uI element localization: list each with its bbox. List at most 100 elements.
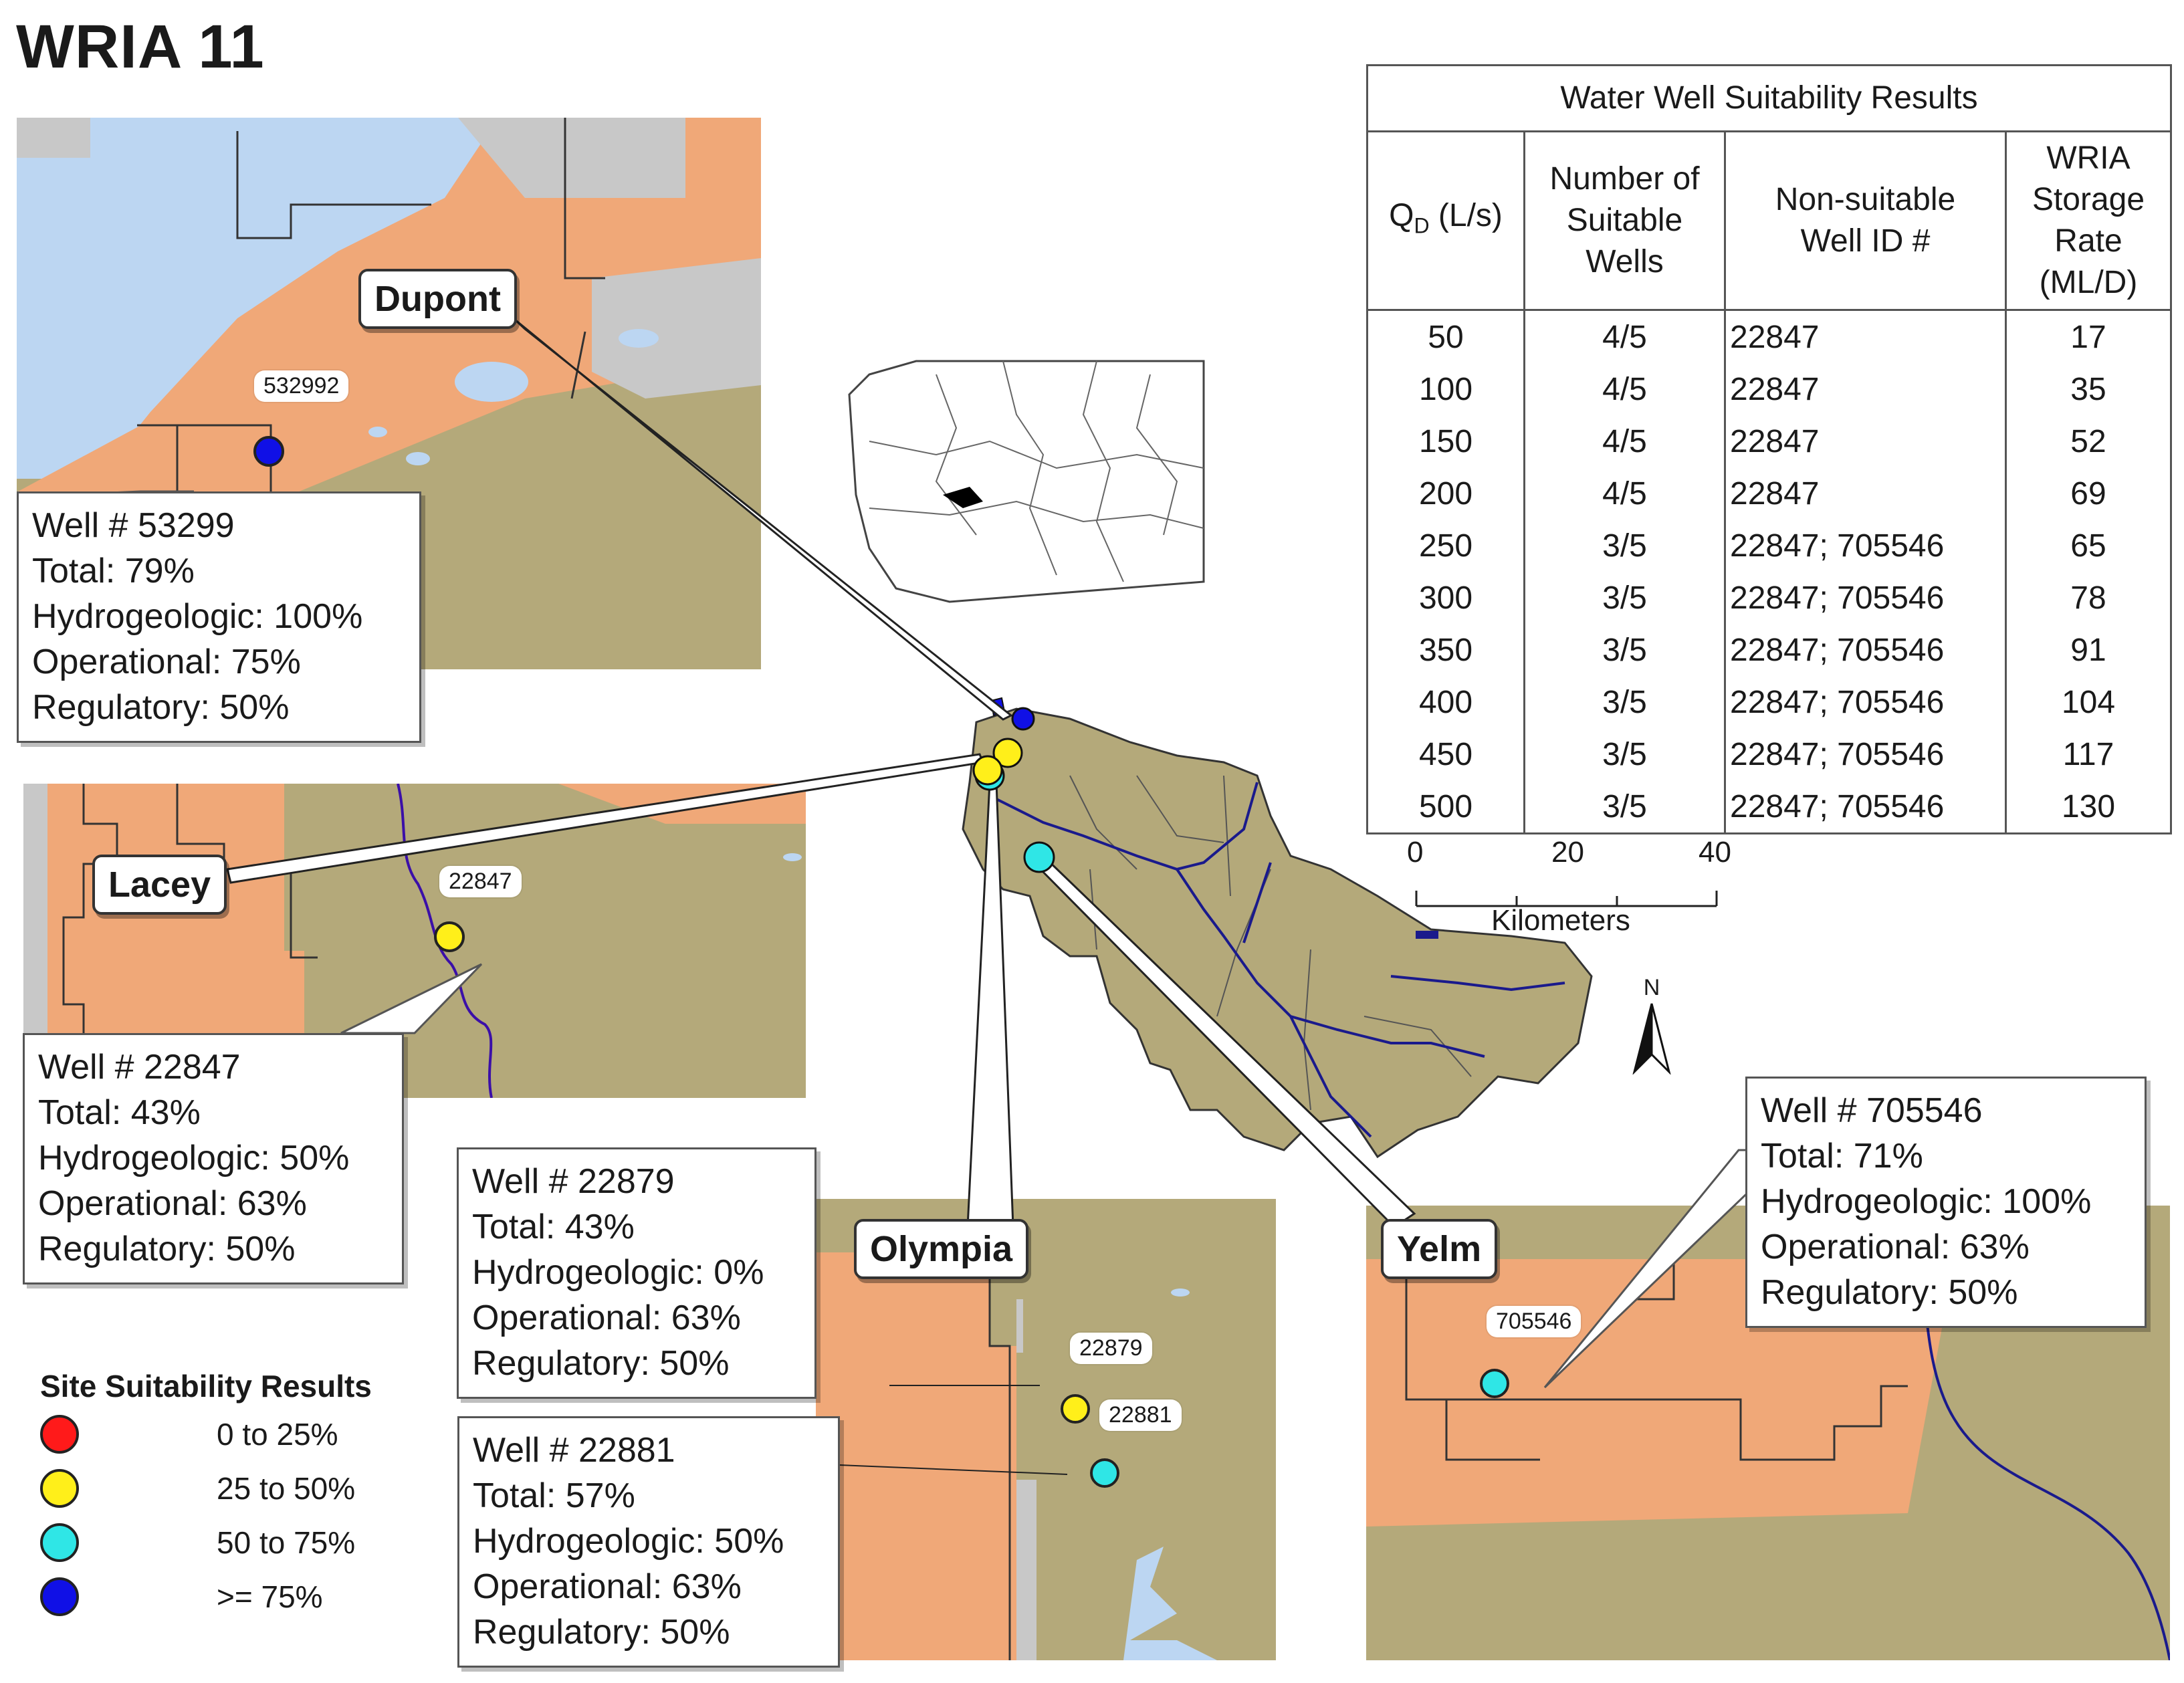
info-total: Total: 57% — [473, 1476, 635, 1515]
cell-suitable: 4/5 — [1523, 415, 1726, 467]
info-regulatory: Regulatory: 50% — [38, 1230, 296, 1268]
info-well-id: Well # 22879 — [472, 1162, 675, 1201]
suitability-results-table: Water Well Suitability Results QD (L/s) … — [1366, 64, 2172, 834]
cell-ids: 22847; 705546 — [1724, 676, 2007, 728]
cell-qd: 500 — [1366, 780, 1525, 834]
info-regulatory: Regulatory: 50% — [473, 1613, 730, 1652]
well-dot-532992[interactable] — [253, 436, 284, 467]
well-dot-22847[interactable] — [434, 921, 465, 952]
legend-dot-icon — [40, 1469, 79, 1508]
info-regulatory: Regulatory: 50% — [472, 1344, 730, 1383]
header-storage-rate: WRIA Storage Rate (ML/D) — [2005, 130, 2172, 311]
cell-ids: 22847; 705546 — [1724, 624, 2007, 676]
city-label-dupont[interactable]: Dupont — [358, 269, 517, 329]
table-row: 200 4/5 22847 69 — [1366, 467, 2172, 520]
cell-ids: 22847; 705546 — [1724, 780, 2007, 834]
cell-qd: 200 — [1366, 467, 1525, 520]
table-row: 500 3/5 22847; 705546 130 — [1366, 780, 2172, 834]
info-operational: Operational: 63% — [473, 1567, 742, 1606]
well-tag-532992: 532992 — [254, 370, 349, 402]
cell-ids: 22847; 705546 — [1724, 572, 2007, 624]
info-total: Total: 79% — [32, 552, 195, 590]
table-row: 300 3/5 22847; 705546 78 — [1366, 572, 2172, 624]
cell-qd: 50 — [1366, 310, 1525, 363]
info-box-well-22879: Well # 22879 Total: 43% Hydrogeologic: 0… — [457, 1147, 816, 1399]
well-dot-22879[interactable] — [1061, 1394, 1090, 1424]
info-box-well-705546: Well # 705546 Total: 71% Hydrogeologic: … — [1745, 1077, 2147, 1328]
table-header-row: QD (L/s) Number of Suitable Wells Non-suit… — [1366, 130, 2172, 311]
legend-dot-icon — [40, 1577, 79, 1616]
cell-ids: 22847 — [1724, 310, 2007, 363]
info-operational: Operational: 75% — [32, 643, 301, 681]
cell-rate: 117 — [2005, 728, 2172, 780]
header-non-suitable-ids: Non-suitable Well ID # — [1724, 130, 2007, 311]
legend-label: 50 to 75% — [217, 1525, 356, 1560]
cell-suitable: 3/5 — [1523, 676, 1726, 728]
table-row: 450 3/5 22847; 705546 117 — [1366, 728, 2172, 780]
table-row: 150 4/5 22847 52 — [1366, 415, 2172, 467]
dupont-leader — [514, 318, 1013, 721]
cell-rate: 35 — [2005, 363, 2172, 415]
scale-bar — [1415, 891, 1718, 907]
north-arrow-icon: N — [1632, 975, 1672, 1078]
cell-suitable: 3/5 — [1523, 780, 1726, 834]
table-row: 400 3/5 22847; 705546 104 — [1366, 676, 2172, 728]
info-well-id: Well # 53299 — [32, 506, 235, 545]
cell-ids: 22847; 705546 — [1724, 520, 2007, 572]
info-regulatory: Regulatory: 50% — [1761, 1273, 2018, 1312]
cell-suitable: 4/5 — [1523, 467, 1726, 520]
north-label: N — [1643, 975, 1660, 1000]
info-hydrogeologic: Hydrogeologic: 50% — [38, 1139, 350, 1177]
cell-ids: 22847 — [1724, 467, 2007, 520]
info-total: Total: 43% — [38, 1093, 201, 1132]
cell-suitable: 4/5 — [1523, 310, 1726, 363]
cell-rate: 52 — [2005, 415, 2172, 467]
cell-suitable: 3/5 — [1523, 624, 1726, 676]
legend-dot-icon — [40, 1415, 79, 1454]
info-box-well-22881: Well # 22881 Total: 57% Hydrogeologic: 5… — [457, 1416, 840, 1668]
cell-rate: 65 — [2005, 520, 2172, 572]
well-dot-22881[interactable] — [1090, 1458, 1119, 1488]
table-row: 350 3/5 22847; 705546 91 — [1366, 624, 2172, 676]
info-well-id: Well # 22881 — [473, 1431, 675, 1470]
info-operational: Operational: 63% — [1761, 1228, 2030, 1266]
cell-qd: 400 — [1366, 676, 1525, 728]
scale-tick-20: 20 — [1551, 836, 1584, 869]
cell-qd: 300 — [1366, 572, 1525, 624]
header-suitable-wells: Number of Suitable Wells — [1523, 130, 1726, 311]
cell-qd: 150 — [1366, 415, 1525, 467]
cell-qd: 250 — [1366, 520, 1525, 572]
info-operational: Operational: 63% — [38, 1184, 307, 1223]
city-label-olympia[interactable]: Olympia — [854, 1219, 1029, 1279]
legend-label: 25 to 50% — [217, 1471, 356, 1506]
well-dot-705546[interactable] — [1480, 1369, 1509, 1398]
table-row: 100 4/5 22847 35 — [1366, 363, 2172, 415]
table-caption: Water Well Suitability Results — [1366, 64, 2172, 132]
well-tag-22847: 22847 — [439, 866, 522, 897]
info-well-id: Well # 705546 — [1761, 1091, 1983, 1130]
well-tag-22879: 22879 — [1070, 1333, 1152, 1364]
cell-suitable: 3/5 — [1523, 728, 1726, 780]
cell-rate: 69 — [2005, 467, 2172, 520]
info-box-well-53299: Well # 53299 Total: 79% Hydrogeologic: 1… — [17, 491, 421, 743]
cell-suitable: 3/5 — [1523, 572, 1726, 624]
cell-qd: 450 — [1366, 728, 1525, 780]
washington-state-locator — [848, 360, 1205, 603]
legend-label: >= 75% — [217, 1579, 323, 1614]
cell-rate: 104 — [2005, 676, 2172, 728]
city-label-lacey[interactable]: Lacey — [92, 855, 227, 915]
info-hydrogeologic: Hydrogeologic: 100% — [32, 597, 363, 636]
map-title: WRIA 11 — [16, 13, 265, 81]
scale-unit: Kilometers — [1491, 904, 1630, 937]
legend-label: 0 to 25% — [217, 1417, 338, 1452]
legend-title: Site Suitability Results — [40, 1369, 372, 1404]
well-tag-22881: 22881 — [1099, 1399, 1182, 1431]
table-row: 50 4/5 22847 17 — [1366, 310, 2172, 363]
legend-item: 25 to 50% — [40, 1468, 356, 1508]
well-tag-705546: 705546 — [1487, 1306, 1581, 1337]
legend-item: 0 to 25% — [40, 1414, 338, 1454]
city-label-yelm[interactable]: Yelm — [1381, 1219, 1498, 1279]
info-total: Total: 43% — [472, 1208, 635, 1246]
cell-qd: 100 — [1366, 363, 1525, 415]
cell-suitable: 3/5 — [1523, 520, 1726, 572]
